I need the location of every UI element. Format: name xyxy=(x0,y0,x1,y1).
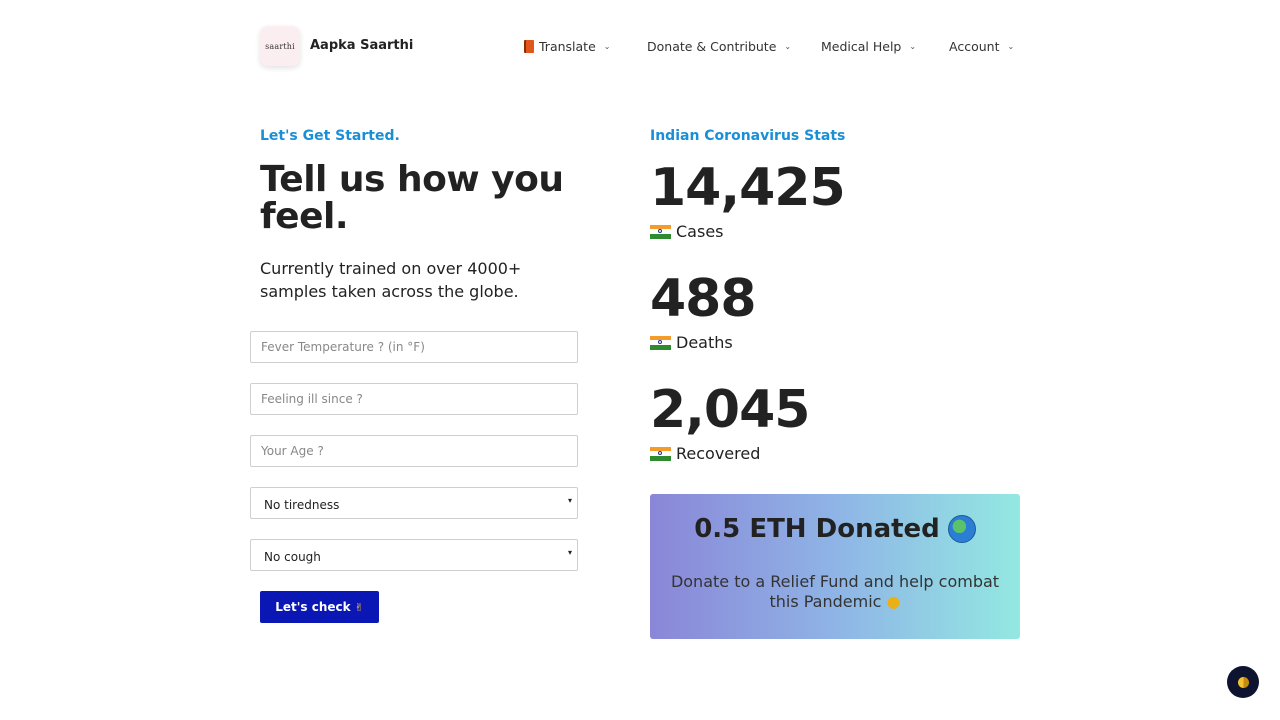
deaths-label-row: Deaths xyxy=(650,333,733,352)
nav-medical-help[interactable]: Medical Help ⌄ xyxy=(821,39,916,54)
cough-select[interactable]: No cough ▾ xyxy=(250,539,578,571)
flexed-biceps-icon: ● xyxy=(886,592,901,611)
cases-label-row: Cases xyxy=(650,222,724,241)
logo-text: saarthi xyxy=(265,41,295,51)
feeling-ill-since-input[interactable] xyxy=(250,383,578,415)
nav-donate-contribute[interactable]: Donate & Contribute ⌄ xyxy=(647,39,791,54)
theme-toggle-button[interactable] xyxy=(1227,666,1259,698)
nav-medical-label: Medical Help xyxy=(821,39,902,54)
globe-icon xyxy=(947,515,976,543)
recovered-label: Recovered xyxy=(676,444,761,463)
half-moon-icon xyxy=(1237,676,1249,688)
nav-donate-label: Donate & Contribute xyxy=(647,39,777,54)
age-input[interactable] xyxy=(250,435,578,467)
stats-eyebrow: Indian Coronavirus Stats xyxy=(650,128,846,144)
crossed-fingers-icon: ✌ xyxy=(354,600,364,614)
recovered-count: 2,045 xyxy=(650,380,810,440)
select-arrow-icon: ▾ xyxy=(567,496,572,505)
india-flag-icon xyxy=(650,224,671,239)
donate-text: Donate to a Relief Fund and help combat … xyxy=(670,572,1000,611)
site-header: saarthi Aapka Saarthi Translate ⌄ Donate… xyxy=(260,26,1020,68)
cough-select-value: No cough xyxy=(264,550,321,564)
india-flag-icon xyxy=(650,335,671,350)
lets-check-label: Let's check xyxy=(275,600,351,614)
nav-translate-label: Translate xyxy=(539,39,596,54)
tiredness-select-value: No tiredness xyxy=(264,498,340,512)
chevron-down-icon: ⌄ xyxy=(784,42,792,51)
form-eyebrow: Let's Get Started. xyxy=(260,128,400,144)
nav-account-label: Account xyxy=(949,39,1000,54)
deaths-count: 488 xyxy=(650,269,757,329)
form-headline: Tell us how you feel. xyxy=(260,159,564,237)
cases-count: 14,425 xyxy=(650,158,846,218)
india-flag-icon xyxy=(650,446,671,461)
donate-title-row: 0.5 ETH Donated xyxy=(650,514,1020,544)
chevron-down-icon: ⌄ xyxy=(1007,42,1015,51)
lets-check-button[interactable]: Let's check ✌ xyxy=(260,591,379,623)
brand-name[interactable]: Aapka Saarthi xyxy=(310,38,414,53)
donate-card[interactable]: 0.5 ETH Donated Donate to a Relief Fund … xyxy=(650,494,1020,639)
chevron-down-icon: ⌄ xyxy=(603,42,611,51)
cases-label: Cases xyxy=(676,222,724,241)
donate-title: 0.5 ETH Donated xyxy=(694,514,940,544)
nav-account[interactable]: Account ⌄ xyxy=(949,39,1014,54)
recovered-label-row: Recovered xyxy=(650,444,760,463)
donate-description: Donate to a Relief Fund and help combat … xyxy=(665,572,1005,612)
deaths-label: Deaths xyxy=(676,333,733,352)
form-subtext: Currently trained on over 4000+ samples … xyxy=(260,259,522,301)
fever-temperature-input[interactable] xyxy=(250,331,578,363)
select-arrow-icon: ▾ xyxy=(567,548,572,557)
chevron-down-icon: ⌄ xyxy=(909,42,917,51)
book-icon xyxy=(524,40,534,53)
nav-translate[interactable]: Translate ⌄ xyxy=(524,39,610,54)
app-logo[interactable]: saarthi xyxy=(260,26,300,66)
tiredness-select[interactable]: No tiredness ▾ xyxy=(250,487,578,519)
